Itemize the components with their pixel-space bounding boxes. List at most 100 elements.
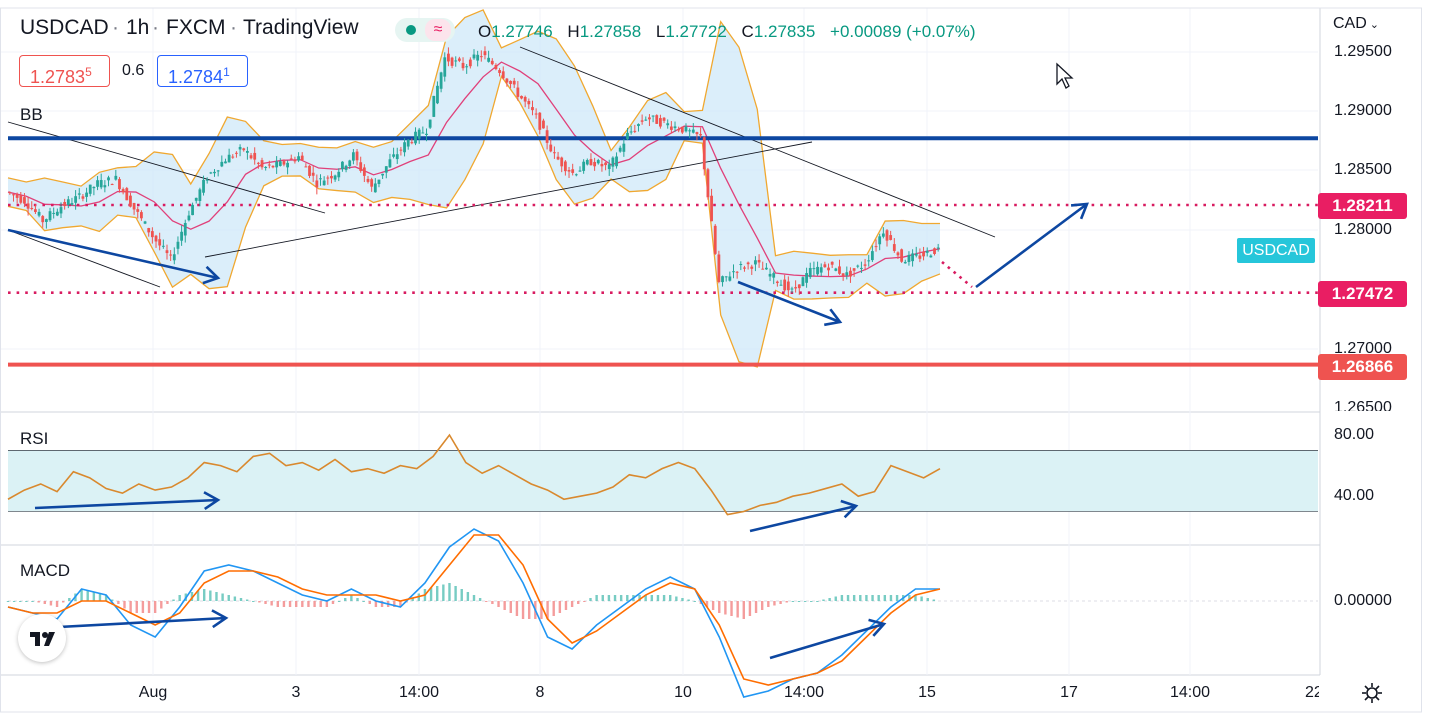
candle-body: [860, 267, 863, 269]
candle-body: [96, 180, 99, 187]
candle-body: [724, 276, 728, 278]
candle-body: [59, 207, 63, 214]
candle-body: [410, 142, 414, 144]
candle-body: [922, 251, 925, 257]
symbol-title[interactable]: USDCAD: [20, 16, 109, 39]
candle-body: [812, 268, 816, 270]
platform-label: TradingView: [243, 16, 359, 39]
candle-body: [337, 171, 341, 178]
candle-body: [224, 161, 227, 164]
candle-body: [242, 148, 246, 151]
macd-histogram-bar: [650, 595, 654, 601]
price-tag-lower-dotted[interactable]: 1.27472: [1318, 281, 1407, 307]
macd-histogram-bar: [754, 601, 758, 613]
macd-histogram-bar: [478, 598, 482, 601]
macd-histogram-bar: [264, 601, 267, 604]
candle-body: [220, 161, 224, 167]
candle-body: [483, 51, 487, 56]
macd-histogram-bar: [472, 595, 476, 601]
exchange-label: FXCM: [166, 16, 226, 39]
trend-line: [7, 229, 161, 288]
macd-histogram-bar: [656, 595, 660, 601]
symbol-price-tag[interactable]: USDCAD: [1237, 238, 1315, 263]
macd-histogram-bar: [852, 595, 856, 601]
candle-body: [560, 157, 564, 167]
macd-histogram-bar: [190, 592, 194, 601]
macd-histogram-bar: [203, 589, 206, 601]
macd-histogram-bar: [552, 601, 555, 616]
candle-body: [12, 194, 15, 196]
candle-body: [903, 261, 907, 264]
macd-histogram-bar: [31, 601, 34, 602]
candle-body: [315, 180, 319, 188]
price-tick: 1.28500: [1334, 161, 1392, 178]
candle-body: [754, 260, 757, 265]
macd-histogram-bar: [859, 595, 862, 601]
candle-body: [180, 231, 184, 241]
candle-body: [99, 180, 103, 188]
market-status-pill[interactable]: ≈: [395, 18, 455, 42]
candle-body: [538, 112, 542, 130]
candle-body: [739, 264, 743, 266]
macd-histogram-bar: [61, 601, 65, 603]
macd-histogram-bar: [288, 601, 292, 607]
candle-body: [542, 120, 545, 129]
sell-button[interactable]: 1.27835: [19, 55, 110, 87]
candle-body: [845, 272, 849, 276]
price-tag-upper-dotted[interactable]: 1.28211: [1318, 193, 1407, 219]
bb-pane-label[interactable]: BB: [20, 105, 43, 124]
candle-body: [92, 186, 96, 189]
divergence-arrow: [737, 280, 841, 324]
candle-body: [293, 160, 297, 162]
price-tag-support[interactable]: 1.26866: [1318, 354, 1407, 380]
candle-body: [637, 124, 640, 127]
macd-histogram-bar: [301, 601, 304, 607]
candle-body: [640, 120, 644, 122]
close-label: C: [741, 22, 754, 41]
settings-gear-icon[interactable]: [1360, 681, 1384, 705]
candle-body: [289, 158, 293, 160]
tradingview-logo-icon[interactable]: [18, 614, 66, 662]
candle-body: [805, 273, 808, 283]
macd-pane-label[interactable]: MACD: [20, 561, 71, 580]
macd-histogram-bar: [638, 595, 641, 601]
macd-histogram-bar: [669, 595, 672, 601]
price-tick: 1.28000: [1334, 221, 1392, 238]
macd-histogram-bar: [239, 598, 243, 601]
candle-body: [797, 284, 801, 289]
candle-body: [830, 261, 834, 265]
candle-body: [8, 192, 12, 194]
rsi-pane-label[interactable]: RSI: [20, 429, 49, 448]
candle-body: [732, 271, 735, 273]
macd-histogram-bar: [215, 592, 218, 601]
candle-body: [852, 268, 856, 271]
candle-body: [330, 175, 333, 179]
chart-border: [0, 7, 1422, 713]
candle-body: [150, 231, 154, 238]
candle-body: [838, 266, 841, 274]
price-tag-resistance[interactable]: 1.28773: [1331, 128, 1394, 147]
candle-body: [527, 101, 531, 105]
candle-body: [607, 164, 611, 170]
candle-body: [311, 172, 315, 176]
macd-histogram-bar: [380, 601, 384, 607]
candle-body: [245, 151, 249, 153]
candle-body: [655, 115, 659, 124]
buy-button[interactable]: 1.27841: [157, 55, 248, 87]
macd-histogram-bar: [693, 601, 696, 602]
time-tick: Aug: [138, 684, 168, 701]
macd-histogram-bar: [147, 601, 151, 613]
horizontal-levels[interactable]: [8, 136, 1318, 367]
time-tick: 17: [1060, 684, 1078, 701]
candle-body: [140, 212, 143, 219]
candle-body: [388, 159, 392, 168]
candle-body: [743, 267, 746, 269]
candle-body: [34, 209, 37, 213]
interval-label[interactable]: 1h: [126, 16, 150, 39]
currency-dropdown[interactable]: CAD ⌄: [1333, 15, 1379, 33]
annotation-arrows[interactable]: [7, 202, 1089, 660]
macd-histogram-bar: [589, 598, 592, 601]
candle-body: [629, 131, 633, 133]
macd-histogram-bar: [601, 595, 604, 601]
